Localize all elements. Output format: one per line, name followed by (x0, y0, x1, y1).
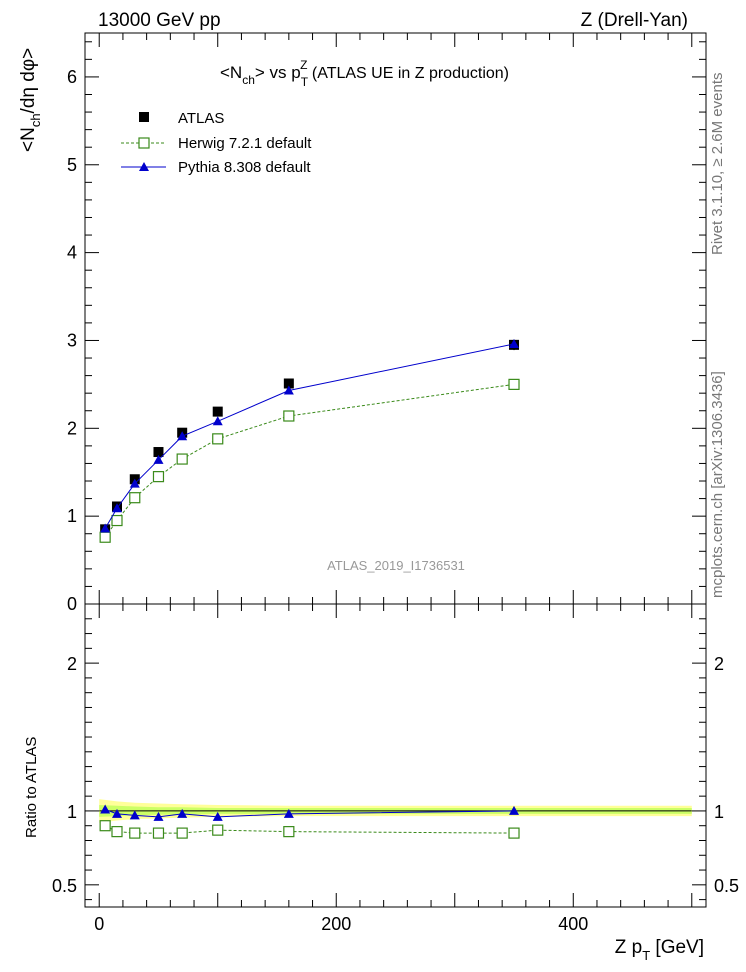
pythia-point (212, 416, 223, 426)
top-ytick-label: 1 (67, 506, 77, 526)
top-ytick-label: 2 (67, 418, 77, 438)
ratio-pythia-point (100, 804, 111, 814)
title-part-b: ch (242, 73, 255, 87)
xtick-label: 200 (321, 914, 351, 934)
legend-marker-atlas (139, 112, 149, 122)
ratio-ytick-label: 1 (67, 802, 77, 822)
bottom-axes-group: 0.5 0.5 1 1 2 2 0 200 400 (52, 604, 739, 934)
title-part-c: > vs p (255, 63, 301, 82)
top-ytick-label: 6 (67, 67, 77, 87)
title-part-f: (ATLAS UE in Z production) (307, 65, 509, 82)
herwig-point (212, 433, 224, 445)
ratio-pythia-point (153, 811, 164, 821)
header-left: 13000 GeV pp (98, 10, 221, 31)
xtick-label: 400 (558, 914, 588, 934)
xlabel-part-b: T (642, 948, 650, 963)
ratio-ylabel: Ratio to ATLAS (23, 737, 40, 838)
legend-label-pythia: Pythia 8.308 default (178, 159, 311, 176)
title-part-a: <N (220, 63, 242, 82)
plot-title: <Nch> vs pTZ (ATLAS UE in Z production) (220, 58, 509, 89)
ratio-pythia-point (212, 811, 223, 821)
xlabel: Z pT [GeV] (615, 937, 704, 963)
ratio-pythia-point (111, 808, 122, 818)
header-right: Z (Drell-Yan) (581, 10, 688, 31)
herwig-point (111, 514, 123, 527)
atlas-point (283, 378, 294, 389)
pythia-point (100, 523, 111, 533)
ratio-herwig-point (508, 827, 520, 839)
herwig-point (152, 471, 165, 483)
ylabel-part-b: ch (28, 113, 43, 127)
ratio-herwig-point (283, 826, 295, 838)
title-part-e: Z (300, 58, 307, 72)
pythia-point (129, 478, 140, 488)
pythia-point (509, 338, 520, 348)
ratio-herwig-point (111, 826, 123, 838)
ratio-ytick-label: 2 (67, 654, 77, 674)
herwig-point (129, 492, 141, 504)
ratio-herwig-point (129, 827, 141, 839)
ratio-ytick-label-right: 1 (714, 802, 724, 822)
analysis-watermark: ATLAS_2019_I1736531 (327, 558, 465, 573)
herwig-point (508, 378, 520, 390)
title-part-d: T (301, 75, 309, 89)
xtick-label: 0 (94, 914, 104, 934)
ratio-panel: 0.5 0.5 1 1 2 2 0 200 400 Ratio to ATLAS Z pT [G… (23, 603, 739, 963)
top-ylabel: <Nch/dη dφ> (18, 48, 43, 152)
ratio-ytick-label-right: 0.5 (714, 876, 739, 896)
ylabel-part-c: /dη dφ> (18, 48, 39, 114)
ratio-pythia-point (177, 808, 188, 818)
ylabel-part-a: <N (18, 127, 39, 152)
herwig-line (104, 383, 515, 538)
ratio-ytick-label-right: 2 (714, 654, 724, 674)
ratio-herwig-point (99, 820, 111, 832)
ratio-herwig-line (104, 825, 515, 834)
legend-marker-pythia (139, 162, 149, 171)
ratio-pythia-line (104, 808, 515, 818)
atlas-point (153, 447, 164, 458)
mcplots-label: mcplots.cern.ch [arXiv:1306.3436] (709, 371, 726, 598)
top-ytick-label: 4 (67, 243, 77, 263)
top-plot-group (99, 338, 520, 543)
ratio-band-group (99, 799, 692, 823)
pythia-point (177, 431, 188, 441)
ratio-herwig-point (212, 824, 224, 836)
pythia-point (283, 385, 294, 395)
ratio-pythia-point (283, 808, 294, 818)
top-axes-group: 0 1 2 3 4 5 6 (67, 33, 706, 614)
atlas-point (212, 406, 223, 417)
ratio-herwig-point (152, 827, 165, 839)
xlabel-part-a: Z p (615, 937, 642, 958)
rivet-label: Rivet 3.1.10, ≥ 2.6M events (709, 73, 726, 256)
top-ytick-label: 5 (67, 155, 77, 175)
ratio-herwig-point (176, 827, 188, 839)
legend-marker-herwig (138, 137, 150, 149)
herwig-point (99, 531, 111, 543)
ratio-ytick-label: 0.5 (52, 876, 77, 896)
pythia-point (111, 503, 122, 513)
herwig-point (176, 453, 188, 465)
ratio-pythia-point (509, 805, 520, 815)
top-ytick-label: 0 (67, 594, 77, 614)
herwig-point (283, 410, 295, 422)
ratio-plot-group (99, 804, 520, 839)
ratio-panel-frame (84, 603, 707, 908)
pythia-point (153, 454, 164, 464)
top-ytick-label: 3 (67, 330, 77, 350)
pythia-line (104, 343, 515, 529)
ratio-pythia-point (129, 810, 140, 820)
legend-label-herwig: Herwig 7.2.1 default (178, 135, 312, 152)
legend-label-atlas: ATLAS (178, 110, 224, 127)
xlabel-part-c: [GeV] (650, 937, 704, 958)
legend: ATLAS Herwig 7.2.1 default Pythia 8.308 … (121, 110, 312, 176)
